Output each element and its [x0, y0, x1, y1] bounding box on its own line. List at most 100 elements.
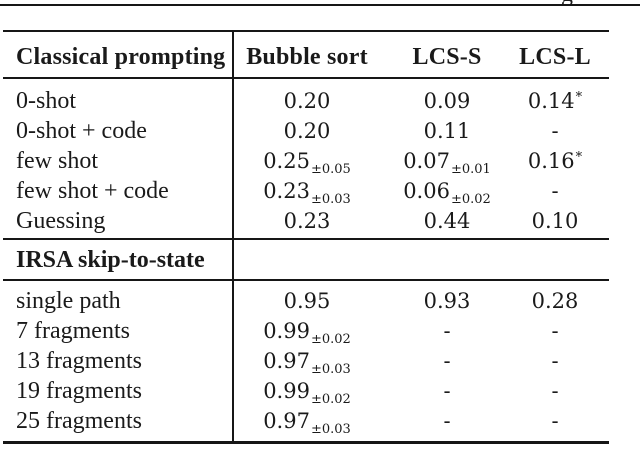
- cell-lcs-l: -: [512, 119, 598, 143]
- value-text: -: [551, 409, 559, 433]
- table-row: Guessing 0.23 0.44 0.10: [3, 206, 599, 236]
- value-text: 0.99±0.02: [263, 379, 351, 407]
- cell-lcs-l: 0.10: [512, 209, 598, 233]
- table-row: 13 fragments 0.97±0.03 - -: [3, 346, 599, 378]
- value-text: -: [443, 319, 451, 343]
- cell-lcs-s: 0.93: [382, 289, 512, 313]
- row-label: 7 fragments: [16, 317, 130, 344]
- cell-lcs-s: 0.44: [382, 209, 512, 233]
- row-label: 13 fragments: [16, 347, 142, 374]
- value-text: 0.25±0.05: [263, 149, 351, 177]
- cell-bubble-sort: 0.95: [232, 289, 382, 313]
- value-text: 0.23: [283, 209, 331, 233]
- cell-bubble-sort: 0.99±0.02: [232, 379, 382, 407]
- value-text: -: [551, 179, 559, 203]
- cell-lcs-s: 0.09: [382, 89, 512, 113]
- value-text: 0.10: [531, 209, 579, 233]
- section-subheader-row: IRSA skip-to-state: [3, 245, 599, 275]
- row-label: Guessing: [16, 207, 106, 234]
- cell-lcs-l: -: [512, 409, 598, 433]
- cell-lcs-s: -: [382, 379, 512, 403]
- value-stddev: ±0.03: [310, 422, 351, 437]
- value-stddev: ±0.03: [310, 362, 351, 377]
- value-text: -: [443, 379, 451, 403]
- cell-lcs-s: 0.07±0.01: [382, 149, 512, 177]
- table-row: 0-shot + code 0.20 0.11 -: [3, 116, 599, 146]
- cell-bubble-sort: 0.20: [232, 89, 382, 113]
- cell-bubble-sort: 0.25±0.05: [232, 149, 382, 177]
- cell-bubble-sort: 0.97±0.03: [232, 349, 382, 377]
- value-text: 0.09: [423, 89, 471, 113]
- table-top-rule: [3, 30, 609, 32]
- cell-lcs-l: -: [512, 349, 598, 373]
- value-text: 0.11: [423, 119, 471, 143]
- row-label: few shot + code: [16, 177, 169, 204]
- cell-lcs-l: -: [512, 319, 598, 343]
- table-section-rule-lower: [3, 279, 609, 281]
- table-row: few shot + code 0.23±0.03 0.06±0.02 -: [3, 176, 599, 208]
- section-subheader-label: IRSA skip-to-state: [16, 246, 205, 273]
- row-label: 25 fragments: [16, 407, 142, 434]
- table-header-rule: [3, 77, 609, 79]
- cell-bubble-sort: 0.20: [232, 119, 382, 143]
- row-label: few shot: [16, 147, 98, 174]
- column-divider-line: [232, 32, 234, 441]
- table-header-row: Classical prompting Bubble sort LCS-S LC…: [3, 42, 599, 72]
- cell-bubble-sort: 0.99±0.02: [232, 319, 382, 347]
- cell-lcs-s: -: [382, 319, 512, 343]
- cropped-text-fragment: g: [561, 0, 581, 4]
- value-text: 0.97±0.03: [263, 409, 351, 437]
- cell-lcs-l: -: [512, 379, 598, 403]
- value-text: -: [551, 379, 559, 403]
- table-row: 19 fragments 0.99±0.02 - -: [3, 376, 599, 408]
- value-text: 0.44: [423, 209, 471, 233]
- value-text: 0.23±0.03: [263, 179, 351, 207]
- value-text: 0.95: [283, 289, 331, 313]
- cell-lcs-l: 0.28: [512, 289, 598, 313]
- cell-bubble-sort: 0.23±0.03: [232, 179, 382, 207]
- value-text: -: [443, 349, 451, 373]
- header-bubble-sort: Bubble sort: [246, 43, 368, 70]
- cell-bubble-sort: 0.23: [232, 209, 382, 233]
- value-text: 0.20: [283, 119, 331, 143]
- value-text: 0.97±0.03: [263, 349, 351, 377]
- header-lcs-l: LCS-L: [519, 43, 591, 70]
- cropped-letter-g: g: [561, 0, 573, 4]
- header-lcs-s: LCS-S: [412, 43, 482, 70]
- table-row: 25 fragments 0.97±0.03 - -: [3, 406, 599, 438]
- value-text: 0.20: [283, 89, 331, 113]
- cell-lcs-l: 0.16*: [512, 149, 598, 173]
- value-stddev: ±0.02: [310, 332, 351, 347]
- value-asterisk: *: [575, 150, 583, 165]
- value-text: 0.14*: [527, 89, 583, 113]
- table-bottom-rule: [3, 441, 609, 444]
- table-section-rule-upper: [3, 238, 609, 240]
- table-row: 7 fragments 0.99±0.02 - -: [3, 316, 599, 348]
- cell-lcs-s: 0.06±0.02: [382, 179, 512, 207]
- value-stddev: ±0.02: [450, 192, 491, 207]
- value-text: 0.28: [531, 289, 579, 313]
- table-row: single path 0.95 0.93 0.28: [3, 286, 599, 316]
- value-text: 0.06±0.02: [403, 179, 491, 207]
- value-stddev: ±0.03: [310, 192, 351, 207]
- value-stddev: ±0.05: [310, 162, 351, 177]
- value-text: 0.16*: [527, 149, 583, 173]
- cell-lcs-s: -: [382, 349, 512, 373]
- header-classical-prompting: Classical prompting: [16, 43, 226, 70]
- cell-lcs-s: 0.11: [382, 119, 512, 143]
- cell-bubble-sort: 0.97±0.03: [232, 409, 382, 437]
- cell-lcs-l: -: [512, 179, 598, 203]
- value-text: -: [443, 409, 451, 433]
- cell-lcs-l: 0.14*: [512, 89, 598, 113]
- value-asterisk: *: [575, 90, 583, 105]
- row-label: single path: [16, 287, 121, 314]
- row-label: 0-shot: [16, 87, 76, 114]
- value-text: 0.99±0.02: [263, 319, 351, 347]
- value-text: 0.93: [423, 289, 471, 313]
- value-stddev: ±0.01: [450, 162, 491, 177]
- table-row: 0-shot 0.20 0.09 0.14*: [3, 86, 599, 116]
- row-label: 0-shot + code: [16, 117, 147, 144]
- value-text: -: [551, 119, 559, 143]
- table-row: few shot 0.25±0.05 0.07±0.01 0.16*: [3, 146, 599, 178]
